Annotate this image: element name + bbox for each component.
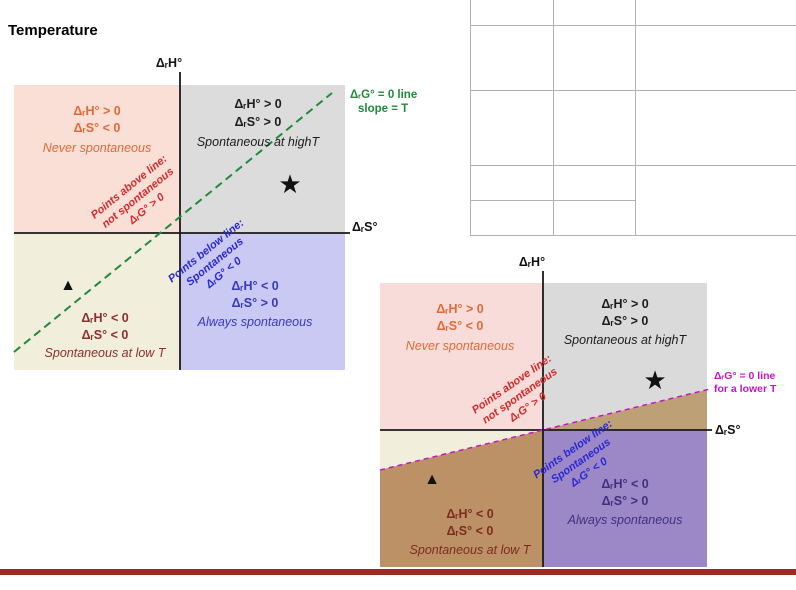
d1-bottomright-desc: Always spontaneous xyxy=(197,315,313,329)
d2-topright-entropy: ΔᵣS° > 0 xyxy=(602,314,649,328)
d1-bottomleft-entropy: ΔᵣS° < 0 xyxy=(82,328,129,342)
d2-bottomleft-entropy: ΔᵣS° < 0 xyxy=(447,524,494,538)
quadrant-diagram-1: ΔᵣH° ΔᵣS° ΔᵣG° = 0 line slope = T ΔᵣH° >… xyxy=(13,56,417,370)
d2-topright-desc: Spontaneous at highT xyxy=(564,333,688,347)
d2-triangle-marker: ▲ xyxy=(424,471,440,488)
d1-line-label-2: slope = T xyxy=(358,103,408,115)
d2-y-axis-label: ΔᵣH° xyxy=(519,255,545,269)
d2-topleft-entropy: ΔᵣS° < 0 xyxy=(437,319,484,333)
d1-triangle-marker: ▲ xyxy=(60,277,76,294)
d1-bottomright-entropy: ΔᵣS° > 0 xyxy=(232,296,279,310)
page-title: Temperature xyxy=(8,22,98,39)
d2-x-axis-label: ΔᵣS° xyxy=(715,423,740,437)
footer-accent-bar xyxy=(0,569,796,575)
d1-bottomleft-enthalpy: ΔᵣH° < 0 xyxy=(81,311,128,325)
d2-line-label-2: for a lower T xyxy=(714,383,777,395)
d1-topright-desc: Spontaneous at highT xyxy=(197,135,321,149)
d2-newly-spontaneous-wedge xyxy=(543,389,707,430)
d1-deltaG-zero-line xyxy=(13,92,333,353)
d1-topleft-desc: Never spontaneous xyxy=(43,141,151,155)
d2-bottomright-desc: Always spontaneous xyxy=(567,513,683,527)
d1-topright-entropy: ΔᵣS° > 0 xyxy=(235,115,282,129)
d2-bottomright-enthalpy: ΔᵣH° < 0 xyxy=(601,477,648,491)
d2-quadrant-top-left xyxy=(380,283,543,430)
d2-bottomleft-enthalpy: ΔᵣH° < 0 xyxy=(446,507,493,521)
footer-accent-bar-rect xyxy=(0,569,796,575)
d1-quadrant-bottom-left xyxy=(14,233,180,370)
empty-table-grid xyxy=(470,0,796,236)
d2-topright-enthalpy: ΔᵣH° > 0 xyxy=(601,297,648,311)
d1-quadrant-top-right xyxy=(180,85,345,233)
d2-deltaG-zero-line xyxy=(379,388,711,471)
d2-line-label-1: ΔᵣG° = 0 line xyxy=(714,370,776,382)
d1-quadrant-bottom-right xyxy=(180,233,345,370)
d1-topright-enthalpy: ΔᵣH° > 0 xyxy=(234,97,281,111)
d1-bottomright-enthalpy: ΔᵣH° < 0 xyxy=(231,279,278,293)
quadrant-diagram-2: ΔᵣH° ΔᵣS° ΔᵣG° = 0 line for a lower T Δᵣ… xyxy=(379,255,777,567)
d2-topleft-enthalpy: ΔᵣH° > 0 xyxy=(436,302,483,316)
d2-star-marker: ★ xyxy=(643,365,666,395)
d1-x-axis-label: ΔᵣS° xyxy=(352,220,377,234)
d1-topleft-enthalpy: ΔᵣH° > 0 xyxy=(73,104,120,118)
d1-bottomleft-desc: Spontaneous at low T xyxy=(45,346,167,360)
d2-topleft-desc: Never spontaneous xyxy=(406,339,514,353)
d1-star-marker: ★ xyxy=(278,169,301,199)
d1-quadrant-top-left xyxy=(14,85,180,233)
d2-bottomright-entropy: ΔᵣS° > 0 xyxy=(602,494,649,508)
d2-quadrant-bottom-right xyxy=(543,430,707,567)
d2-bottomleft-desc: Spontaneous at low T xyxy=(410,543,532,557)
d1-line-label-1: ΔᵣG° = 0 line xyxy=(350,89,417,101)
d1-topleft-entropy: ΔᵣS° < 0 xyxy=(74,121,121,135)
d1-y-axis-label: ΔᵣH° xyxy=(156,56,182,70)
